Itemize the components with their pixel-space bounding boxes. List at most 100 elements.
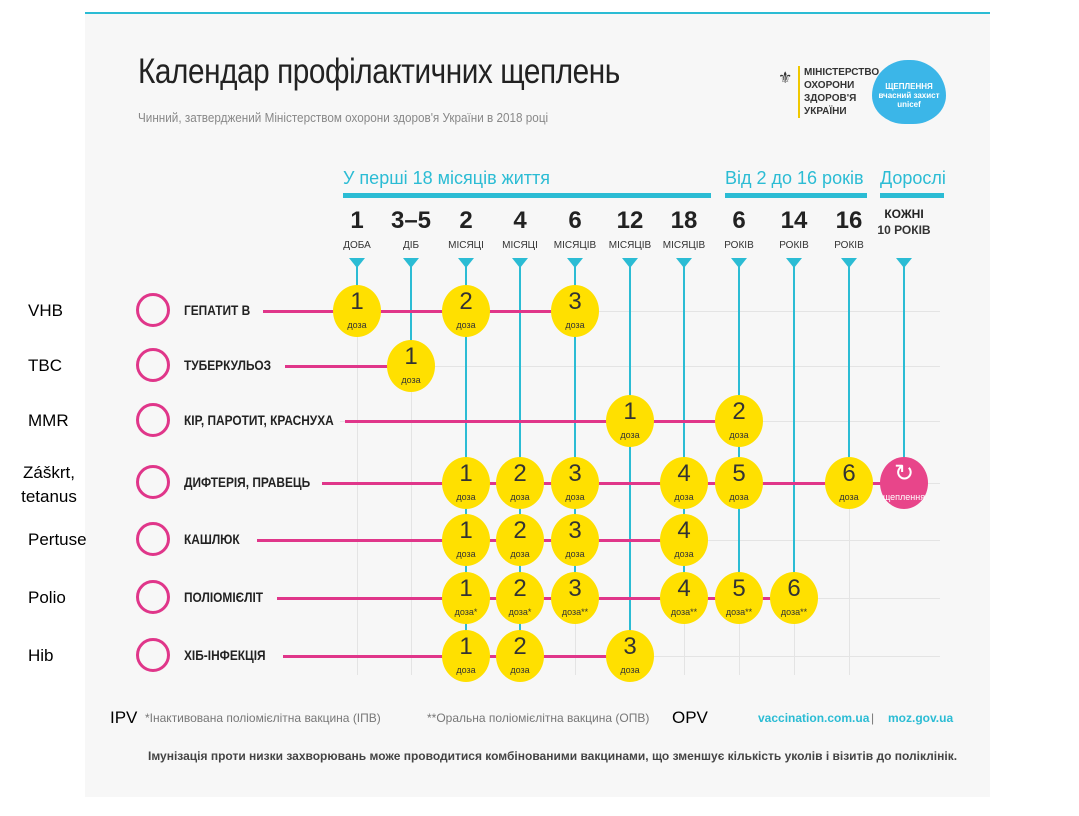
column-triangle-marker (403, 258, 419, 268)
dose-label: доза (456, 320, 476, 330)
ministry-logo: МІНІСТЕРСТВО ОХОРОНИ ЗДОРОВ'Я УКРАЇНИ (798, 66, 879, 118)
dose-label: доза** (725, 607, 753, 617)
link-separator: | (871, 711, 875, 725)
column-triangle-marker (512, 258, 528, 268)
dose-circle: 1 доза (442, 457, 490, 509)
grid-vline (411, 280, 412, 675)
row-schedule-line (263, 310, 575, 313)
row-disease-icon (136, 465, 170, 499)
column-value: 12 (616, 207, 644, 234)
dose-number: 6 (842, 460, 856, 487)
column-triangle-marker (841, 258, 857, 268)
adult-booster-dose: ↻ щеплення (880, 457, 928, 509)
dose-number: 6 (787, 575, 801, 602)
dose-circle: 2 доза (496, 630, 544, 682)
column-header: 1 ДОБА (330, 207, 384, 253)
column-unit: 10 РОКІВ (877, 223, 931, 237)
unicef-heart-logo: ЩЕПЛЕННЯ вчасний захист unicef (872, 60, 946, 124)
column-unit: МІСЯЦІ (502, 240, 538, 251)
column-value: КОЖНІ (884, 207, 924, 221)
dose-label: доза (510, 665, 530, 675)
dose-label: доза (510, 492, 530, 502)
row-disease-icon (136, 580, 170, 614)
dose-label: доза* (508, 607, 532, 617)
column-unit: МІСЯЦІВ (662, 240, 706, 251)
dose-number: 1 (459, 633, 473, 660)
column-unit: МІСЯЦІВ (608, 240, 652, 251)
dose-number: 2 (459, 288, 473, 315)
dose-number: 2 (513, 575, 527, 602)
dose-label: доза (565, 492, 585, 502)
dose-label: доза (620, 430, 640, 440)
column-header: 14 РОКІВ (767, 207, 821, 253)
opv-annotation: OPV (672, 708, 708, 727)
column-triangle-marker (349, 258, 365, 268)
infographic-panel (85, 12, 990, 797)
column-header: 4 МІСЯЦІ (493, 207, 547, 253)
column-value: 2 (459, 207, 473, 234)
column-value: 3–5 (390, 207, 432, 234)
dose-number: 4 (677, 575, 691, 602)
row-annotation: Záškrt, tetanus (21, 463, 77, 506)
dose-label: доза (674, 549, 694, 559)
column-value: 6 (568, 207, 582, 234)
ipv-annotation: IPV (110, 708, 138, 727)
dose-label: доза (456, 549, 476, 559)
column-header: КОЖНІ 10 РОКІВ (877, 207, 931, 239)
dose-circle: 2 доза (496, 514, 544, 566)
subtitle: Чинний, затверджений Міністерством охоро… (138, 110, 549, 125)
vaccination-link[interactable]: vaccination.com.ua (758, 711, 870, 725)
row-annotation: Pertuse (28, 530, 87, 549)
dose-label: доза* (454, 607, 478, 617)
dose-circle: 1 доза* (442, 572, 490, 624)
column-triangle-marker (622, 258, 638, 268)
column-header: 2 МІСЯЦІ (439, 207, 493, 253)
dose-circle: 4 доза** (660, 572, 708, 624)
row-annotation: Hib (28, 646, 54, 665)
combined-vaccine-note: Імунізація проти низки захворювань може … (148, 749, 958, 763)
dose-circle: 6 доза (825, 457, 873, 509)
dose-circle: 1 доза (606, 395, 654, 447)
group-adults: Дорослі (880, 168, 946, 198)
dose-number: 2 (513, 633, 527, 660)
row-schedule-line (285, 365, 411, 368)
row-disease-icon (136, 522, 170, 556)
column-timeline (793, 266, 795, 598)
dose-label: доза (729, 430, 749, 440)
dose-circle: 1 доза (387, 340, 435, 392)
dose-circle: 1 доза (442, 514, 490, 566)
dose-label: доза (729, 492, 749, 502)
grid-vline (357, 280, 358, 675)
trident-icon: ⚜ (778, 70, 793, 87)
dose-label: доза** (780, 607, 808, 617)
column-header: 16 РОКІВ (822, 207, 876, 253)
column-unit: ДОБА (343, 240, 371, 251)
dose-circle: 1 доза (333, 285, 381, 337)
column-header: 6 РОКІВ (712, 207, 766, 253)
dose-circle: 2 доза (496, 457, 544, 509)
column-timeline (903, 266, 905, 483)
column-unit: РОКІВ (724, 240, 754, 251)
moz-link[interactable]: moz.gov.ua (888, 711, 954, 725)
dose-label: доза (839, 492, 859, 502)
row-disease-label: ПОЛІОМІЄЛІТ (184, 589, 264, 605)
column-timeline (848, 266, 850, 483)
row-disease-icon (136, 293, 170, 327)
row-annotation: TBC (28, 356, 62, 375)
column-triangle-marker (731, 258, 747, 268)
column-value: 14 (780, 207, 808, 234)
page-title: Календар профілактичних щеплень (138, 52, 620, 91)
dose-number: 4 (677, 517, 691, 544)
column-header: 18 МІСЯЦІВ (657, 207, 711, 253)
column-timeline (683, 266, 685, 598)
column-value: 6 (732, 207, 746, 234)
column-triangle-marker (567, 258, 583, 268)
column-value: 16 (835, 207, 863, 234)
dose-label: доза (510, 549, 530, 559)
dose-label: доза (565, 320, 585, 330)
dose-number: 1 (459, 460, 473, 487)
dose-label: доза** (561, 607, 589, 617)
dose-circle: 3 доза (551, 285, 599, 337)
grid-hline (340, 311, 940, 312)
column-unit: РОКІВ (779, 240, 809, 251)
